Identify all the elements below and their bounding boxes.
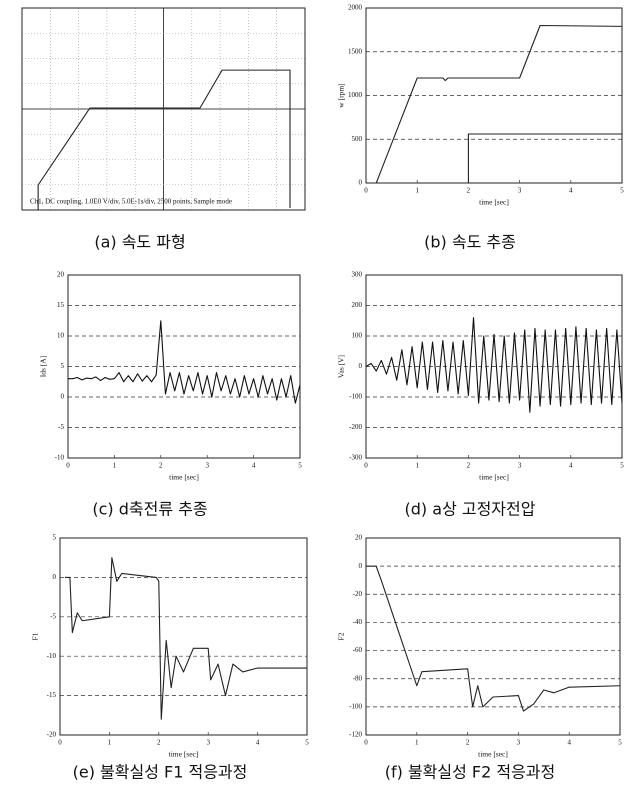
y-tick-label: 0 bbox=[53, 573, 57, 581]
x-tick-label: 3 bbox=[518, 462, 522, 470]
y-tick-label: 5 bbox=[53, 534, 57, 542]
x-tick-label: 2 bbox=[467, 187, 471, 195]
y-tick-label: 1500 bbox=[348, 47, 363, 55]
x-tick-label: 3 bbox=[205, 462, 209, 470]
y-tick-label: 0 bbox=[359, 179, 363, 187]
y-tick-label: -20 bbox=[47, 731, 57, 739]
x-tick-label: 2 bbox=[159, 462, 163, 470]
y-tick-label: -5 bbox=[50, 612, 56, 620]
y-tick-label: 1000 bbox=[348, 91, 363, 99]
x-tick-label: 2 bbox=[467, 462, 471, 470]
y-tick-label: -200 bbox=[349, 423, 362, 431]
x-tick-label: 5 bbox=[620, 462, 624, 470]
y-tick-label: -40 bbox=[353, 618, 363, 626]
y-tick-label: -120 bbox=[349, 731, 362, 739]
y-tick-label: -80 bbox=[353, 674, 363, 682]
x-tick-label: 1 bbox=[113, 462, 117, 470]
y-tick-label: 0 bbox=[359, 562, 363, 570]
y-axis-label: Ids [A] bbox=[39, 356, 48, 377]
x-tick-label: 4 bbox=[256, 739, 260, 747]
y-tick-label: 15 bbox=[57, 301, 65, 309]
x-tick-label: 4 bbox=[569, 187, 573, 195]
y-tick-label: 200 bbox=[352, 301, 363, 309]
y-tick-label: -5 bbox=[58, 423, 64, 431]
y-tick-label: -10 bbox=[47, 652, 57, 660]
series-line bbox=[366, 566, 620, 711]
x-axis-label: time [sec] bbox=[169, 750, 199, 759]
x-tick-label: 5 bbox=[305, 739, 309, 747]
series-line bbox=[366, 26, 622, 184]
y-tick-label: 500 bbox=[352, 135, 363, 143]
series-line bbox=[366, 318, 622, 413]
plot-frame bbox=[366, 538, 620, 735]
x-tick-label: 1 bbox=[415, 187, 419, 195]
x-tick-label: 0 bbox=[58, 739, 62, 747]
figure: Ch1, DC coupling, 1.0E0 V/div, 5.0E-1s/d… bbox=[0, 0, 632, 785]
x-axis-label: time [sec] bbox=[479, 198, 509, 207]
x-tick-label: 0 bbox=[66, 462, 70, 470]
caption: (b) 속도 추종 bbox=[424, 233, 516, 252]
caption: (d) a상 고정자전압 bbox=[405, 500, 536, 519]
x-tick-label: 2 bbox=[466, 739, 470, 747]
caption: (a) 속도 파형 bbox=[94, 233, 185, 252]
x-tick-label: 3 bbox=[517, 739, 521, 747]
y-tick-label: -100 bbox=[349, 393, 362, 401]
series-line bbox=[38, 70, 290, 210]
x-tick-label: 1 bbox=[108, 739, 112, 747]
y-tick-label: 100 bbox=[352, 332, 363, 340]
y-tick-label: 2000 bbox=[348, 4, 363, 12]
x-tick-label: 0 bbox=[364, 739, 368, 747]
x-tick-label: 5 bbox=[618, 739, 622, 747]
x-tick-label: 2 bbox=[157, 739, 161, 747]
y-tick-label: 5 bbox=[61, 362, 65, 370]
x-axis-label: time [sec] bbox=[169, 473, 199, 482]
y-tick-label: -60 bbox=[353, 646, 363, 654]
y-tick-label: 0 bbox=[61, 393, 65, 401]
x-tick-label: 5 bbox=[298, 462, 302, 470]
annotation: Ch1, DC coupling, 1.0E0 V/div, 5.0E-1s/d… bbox=[30, 198, 232, 206]
y-tick-label: -15 bbox=[47, 691, 57, 699]
caption: (e) 불확실성 F1 적응과정 bbox=[73, 763, 248, 782]
x-tick-label: 5 bbox=[620, 187, 624, 195]
x-tick-label: 3 bbox=[206, 739, 210, 747]
caption: (c) d축전류 추종 bbox=[92, 500, 207, 519]
x-axis-label: time [sec] bbox=[479, 473, 509, 482]
x-tick-label: 1 bbox=[415, 739, 419, 747]
y-tick-label: -20 bbox=[353, 590, 363, 598]
plot-frame bbox=[60, 538, 307, 735]
caption: (f) 불확실성 F2 적응과정 bbox=[385, 763, 556, 782]
x-tick-label: 0 bbox=[364, 187, 368, 195]
y-tick-label: -10 bbox=[55, 454, 65, 462]
y-axis-label: Vas [V] bbox=[337, 355, 346, 378]
series-line bbox=[468, 134, 622, 183]
x-tick-label: 0 bbox=[364, 462, 368, 470]
series-line bbox=[65, 558, 307, 720]
y-axis-label: w [rpm] bbox=[337, 83, 346, 107]
x-axis-label: time [sec] bbox=[478, 750, 508, 759]
x-tick-label: 4 bbox=[569, 462, 573, 470]
x-tick-label: 4 bbox=[252, 462, 256, 470]
series-line bbox=[68, 321, 300, 403]
x-tick-label: 3 bbox=[518, 187, 522, 195]
y-axis-label: F2 bbox=[337, 632, 346, 640]
y-tick-label: 10 bbox=[57, 332, 65, 340]
y-tick-label: 0 bbox=[359, 362, 363, 370]
y-tick-label: 20 bbox=[355, 534, 363, 542]
x-tick-label: 4 bbox=[567, 739, 571, 747]
y-tick-label: -100 bbox=[349, 702, 362, 710]
x-tick-label: 1 bbox=[415, 462, 419, 470]
y-axis-label: F1 bbox=[31, 632, 40, 640]
y-tick-label: 20 bbox=[57, 271, 65, 279]
y-tick-label: 300 bbox=[352, 271, 363, 279]
y-tick-label: -300 bbox=[349, 454, 362, 462]
